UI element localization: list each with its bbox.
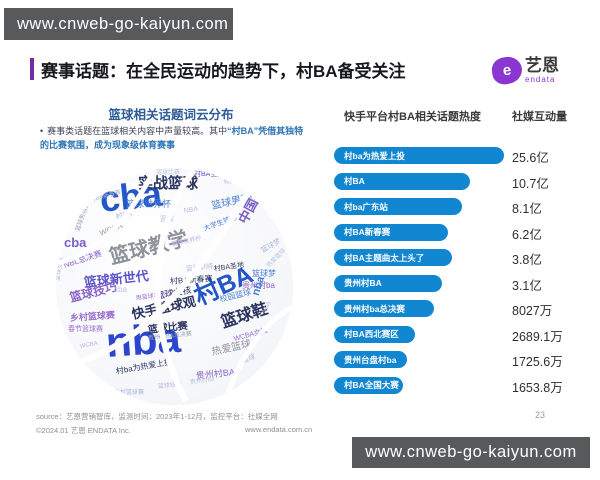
logo-name-cn: 艺恩 bbox=[525, 56, 559, 75]
cloud-word: 贵州村ba bbox=[189, 376, 215, 386]
bar-value: 3.8亿 bbox=[512, 253, 542, 267]
chart-row: 贵州村BA 3.1亿 bbox=[334, 272, 590, 298]
cloud-word: 校园篮球 bbox=[223, 176, 249, 186]
bullet-text-pre: 赛事类话题在篮球相关内容中声量较高。其中 bbox=[47, 126, 228, 136]
cloud-word: 篮球世界杯 bbox=[126, 199, 172, 209]
cloud-word: 篮球梦 bbox=[252, 269, 276, 278]
chart-row: 贵州台盘村ba 1725.6万 bbox=[334, 348, 590, 374]
bar: 村BA bbox=[334, 172, 470, 190]
bar-value: 8.1亿 bbox=[512, 202, 542, 216]
bar-label: 村BA bbox=[344, 176, 365, 186]
watermark-bar-top: www.cnweb-go-kaiyun.com bbox=[4, 8, 233, 40]
cloud-word: 篮球技巧 bbox=[68, 279, 119, 305]
logo-symbol: e bbox=[501, 61, 513, 80]
watermark-bar-bottom: www.cnweb-go-kaiyun.com bbox=[352, 437, 590, 468]
cloud-word: 篮球女孩 bbox=[56, 256, 66, 282]
cloud-word: NBA bbox=[183, 205, 199, 215]
cloud-word: 大学生篮球 bbox=[202, 214, 239, 233]
bullet-dot: • bbox=[40, 126, 44, 136]
page-number: 23 bbox=[535, 410, 546, 420]
chart-value-header: 社媒互动量 bbox=[512, 111, 567, 123]
bar-value: 1725.6万 bbox=[512, 355, 563, 369]
bar: 村BA全国大赛 bbox=[334, 376, 403, 394]
bar: 村BA西北赛区 bbox=[334, 325, 415, 343]
bar-label: 村ba为热爱上投 bbox=[344, 150, 405, 161]
bar-label: 村ba广东站 bbox=[344, 201, 388, 212]
chart-row: 村ba为热爱上投 25.6亿 bbox=[334, 144, 590, 170]
bar: 村ba为热爱上投 bbox=[334, 147, 504, 164]
wordcloud: cba nba 村BA 篮球教学 实战篮球 篮球鞋 中国篮球 篮球新世代 篮球技巧 快手篮球观 篮球… bbox=[56, 168, 293, 405]
bar-value: 6.2亿 bbox=[512, 227, 542, 242]
bar-label: 村BA全国大赛 bbox=[344, 380, 399, 390]
bar: 贵州村ba总决赛 bbox=[334, 300, 434, 317]
chart-rows: 村ba为热爱上投 25.6亿村BA 10.7亿村ba广东站 8.1亿村BA新春赛 6.2… bbox=[334, 144, 590, 399]
cloud-word: 贵州村ba bbox=[242, 281, 275, 290]
bullet-text-highlight: “村BA”凭借其独特的比赛氛围，成为现象级体育赛事 bbox=[40, 126, 304, 151]
cloud-word: cba bbox=[114, 285, 127, 294]
chart-row: 贵州村ba总决赛 8027万 bbox=[334, 297, 590, 323]
bar-chart: 快手平台村BA相关话题热度 社媒互动量 村ba为热爱上投 25.6亿村BA 10.7… bbox=[334, 108, 590, 395]
website-note: www.endata.com.cn bbox=[245, 425, 313, 434]
bar-value: 1653.8万 bbox=[512, 380, 563, 395]
cloud-word: 篮球训练 bbox=[185, 263, 215, 273]
cloud-word: 篮球技巧 bbox=[157, 381, 183, 390]
bar-value: 8027万 bbox=[512, 304, 553, 318]
wordcloud-heading: 篮球相关话题词云分布 bbox=[108, 108, 234, 122]
bar-value: 3.1亿 bbox=[512, 278, 542, 293]
chart-header: 快手平台村BA相关话题热度 社媒互动量 bbox=[334, 108, 590, 138]
cloud-word: 篮球 bbox=[160, 216, 174, 223]
logo-name-en: endata bbox=[525, 75, 556, 84]
bar: 贵州村BA bbox=[334, 274, 442, 292]
cloud-word: 乡村篮球赛 bbox=[114, 390, 145, 396]
cloud-word: 篮球 bbox=[240, 353, 257, 365]
watermark-text: www.cnweb-go-kaiyun.com bbox=[17, 14, 229, 33]
cloud-word: 实战篮球 bbox=[138, 175, 199, 192]
bar: 贵州台盘村ba bbox=[334, 351, 407, 368]
chart-row: 村BA新春赛 6.2亿 bbox=[334, 221, 590, 247]
cloud-word: 篮球教学 bbox=[107, 227, 191, 269]
bar-label: 村BA主题曲太上头了 bbox=[344, 252, 425, 263]
cloud-word: 篮球比赛 bbox=[156, 170, 181, 176]
cloud-word: WCBA bbox=[79, 340, 99, 350]
bar-value: 10.7亿 bbox=[512, 176, 549, 191]
chart-row: 村BA主题曲太上头了 3.8亿 bbox=[334, 246, 590, 272]
bar-label: 贵州村ba总决赛 bbox=[344, 303, 405, 314]
wordcloud-bullet: • 赛事类话题在篮球相关内容中声量较高。其中“村BA”凭借其独特的比赛氛围，成为现… bbox=[40, 124, 304, 153]
bar-value: 2689.1万 bbox=[512, 329, 563, 344]
bar-label: 村BA新春赛 bbox=[344, 227, 391, 237]
cloud-word: 春节篮球赛 bbox=[68, 326, 103, 333]
page-title: 赛事话题：在全民运动的趋势下，村BA备受关注 bbox=[41, 62, 406, 81]
chart-row: 村BA 10.7亿 bbox=[334, 170, 590, 196]
logo-text: 艺恩 endata bbox=[525, 57, 559, 84]
source-note: source：艺恩营销智库，监测时间：2023年1-12月，监控平台：社媒全网 bbox=[36, 412, 278, 421]
cloud-word: 村BA全国大赛 bbox=[194, 171, 239, 178]
bar-label: 贵州村BA bbox=[344, 278, 382, 288]
brand-logo: e 艺恩 endata bbox=[490, 55, 559, 86]
bar-label: 村BA西北赛区 bbox=[344, 329, 399, 339]
bar: 村BA主题曲太上头了 bbox=[334, 249, 452, 266]
watermark-text: www.cnweb-go-kaiyun.com bbox=[365, 443, 577, 461]
chart-row: 村BA西北赛区 2689.1万 bbox=[334, 323, 590, 349]
chart-row: 村ba广东站 8.1亿 bbox=[334, 195, 590, 221]
chart-title: 快手平台村BA相关话题热度 bbox=[344, 111, 481, 123]
cloud-word: cba bbox=[64, 235, 87, 250]
endata-logo-icon: e bbox=[490, 55, 524, 86]
title-accent-bar bbox=[30, 58, 34, 80]
cloud-word: WCBA女篮 bbox=[233, 327, 269, 343]
bar: 村BA新春赛 bbox=[334, 223, 448, 241]
copyright-note: ©2024.01 艺恩 ENDATA Inc. bbox=[36, 426, 131, 435]
bar: 村ba广东站 bbox=[334, 198, 462, 215]
bar-label: 贵州台盘村ba bbox=[344, 354, 397, 365]
chart-row: 村BA全国大赛 1653.8万 bbox=[334, 374, 590, 400]
cloud-word: WCBA bbox=[98, 221, 124, 238]
bar-value: 25.6亿 bbox=[512, 151, 549, 165]
cloud-word: NBL总决赛 bbox=[62, 249, 103, 270]
